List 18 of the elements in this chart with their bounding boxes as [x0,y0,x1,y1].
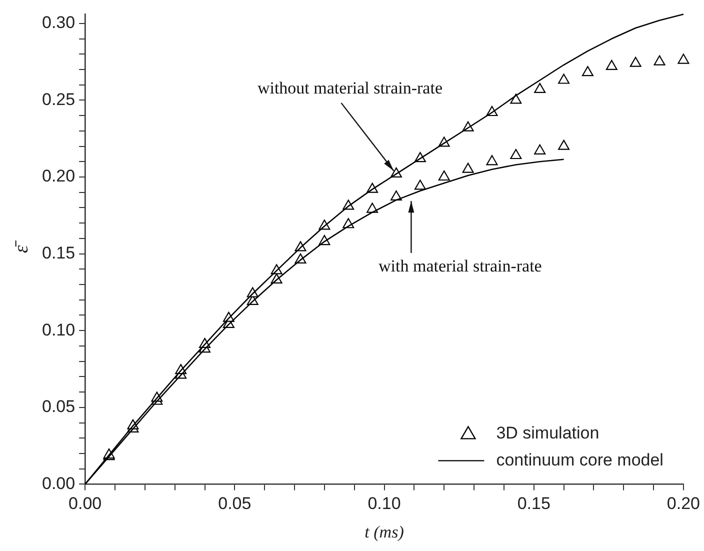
y-tick-label: 0.15 [42,243,76,262]
legend-label: continuum core model [496,450,664,470]
y-tick-label: 0.20 [42,166,76,186]
annotation: without material strain-rate [257,78,443,98]
y-tick-label: 0.10 [42,320,76,340]
y-tick-label: 0.30 [42,13,76,32]
x-tick-label: 0.15 [517,494,550,514]
x-tick-label: 0.05 [218,494,252,514]
x-tick-label: 0.00 [68,494,102,514]
annotation: with material strain-rate [378,256,542,276]
x-axis-title: t (ms) [364,522,404,542]
y-axis-title: ε̄ [10,240,32,254]
legend-label: 3D simulation [496,423,600,442]
y-tick-label: 0.00 [42,474,76,493]
x-tick-label: 0.20 [666,494,700,514]
y-tick-label: 0.25 [42,90,76,109]
x-tick-label: 0.10 [368,494,401,514]
y-tick-label: 0.05 [42,397,76,416]
